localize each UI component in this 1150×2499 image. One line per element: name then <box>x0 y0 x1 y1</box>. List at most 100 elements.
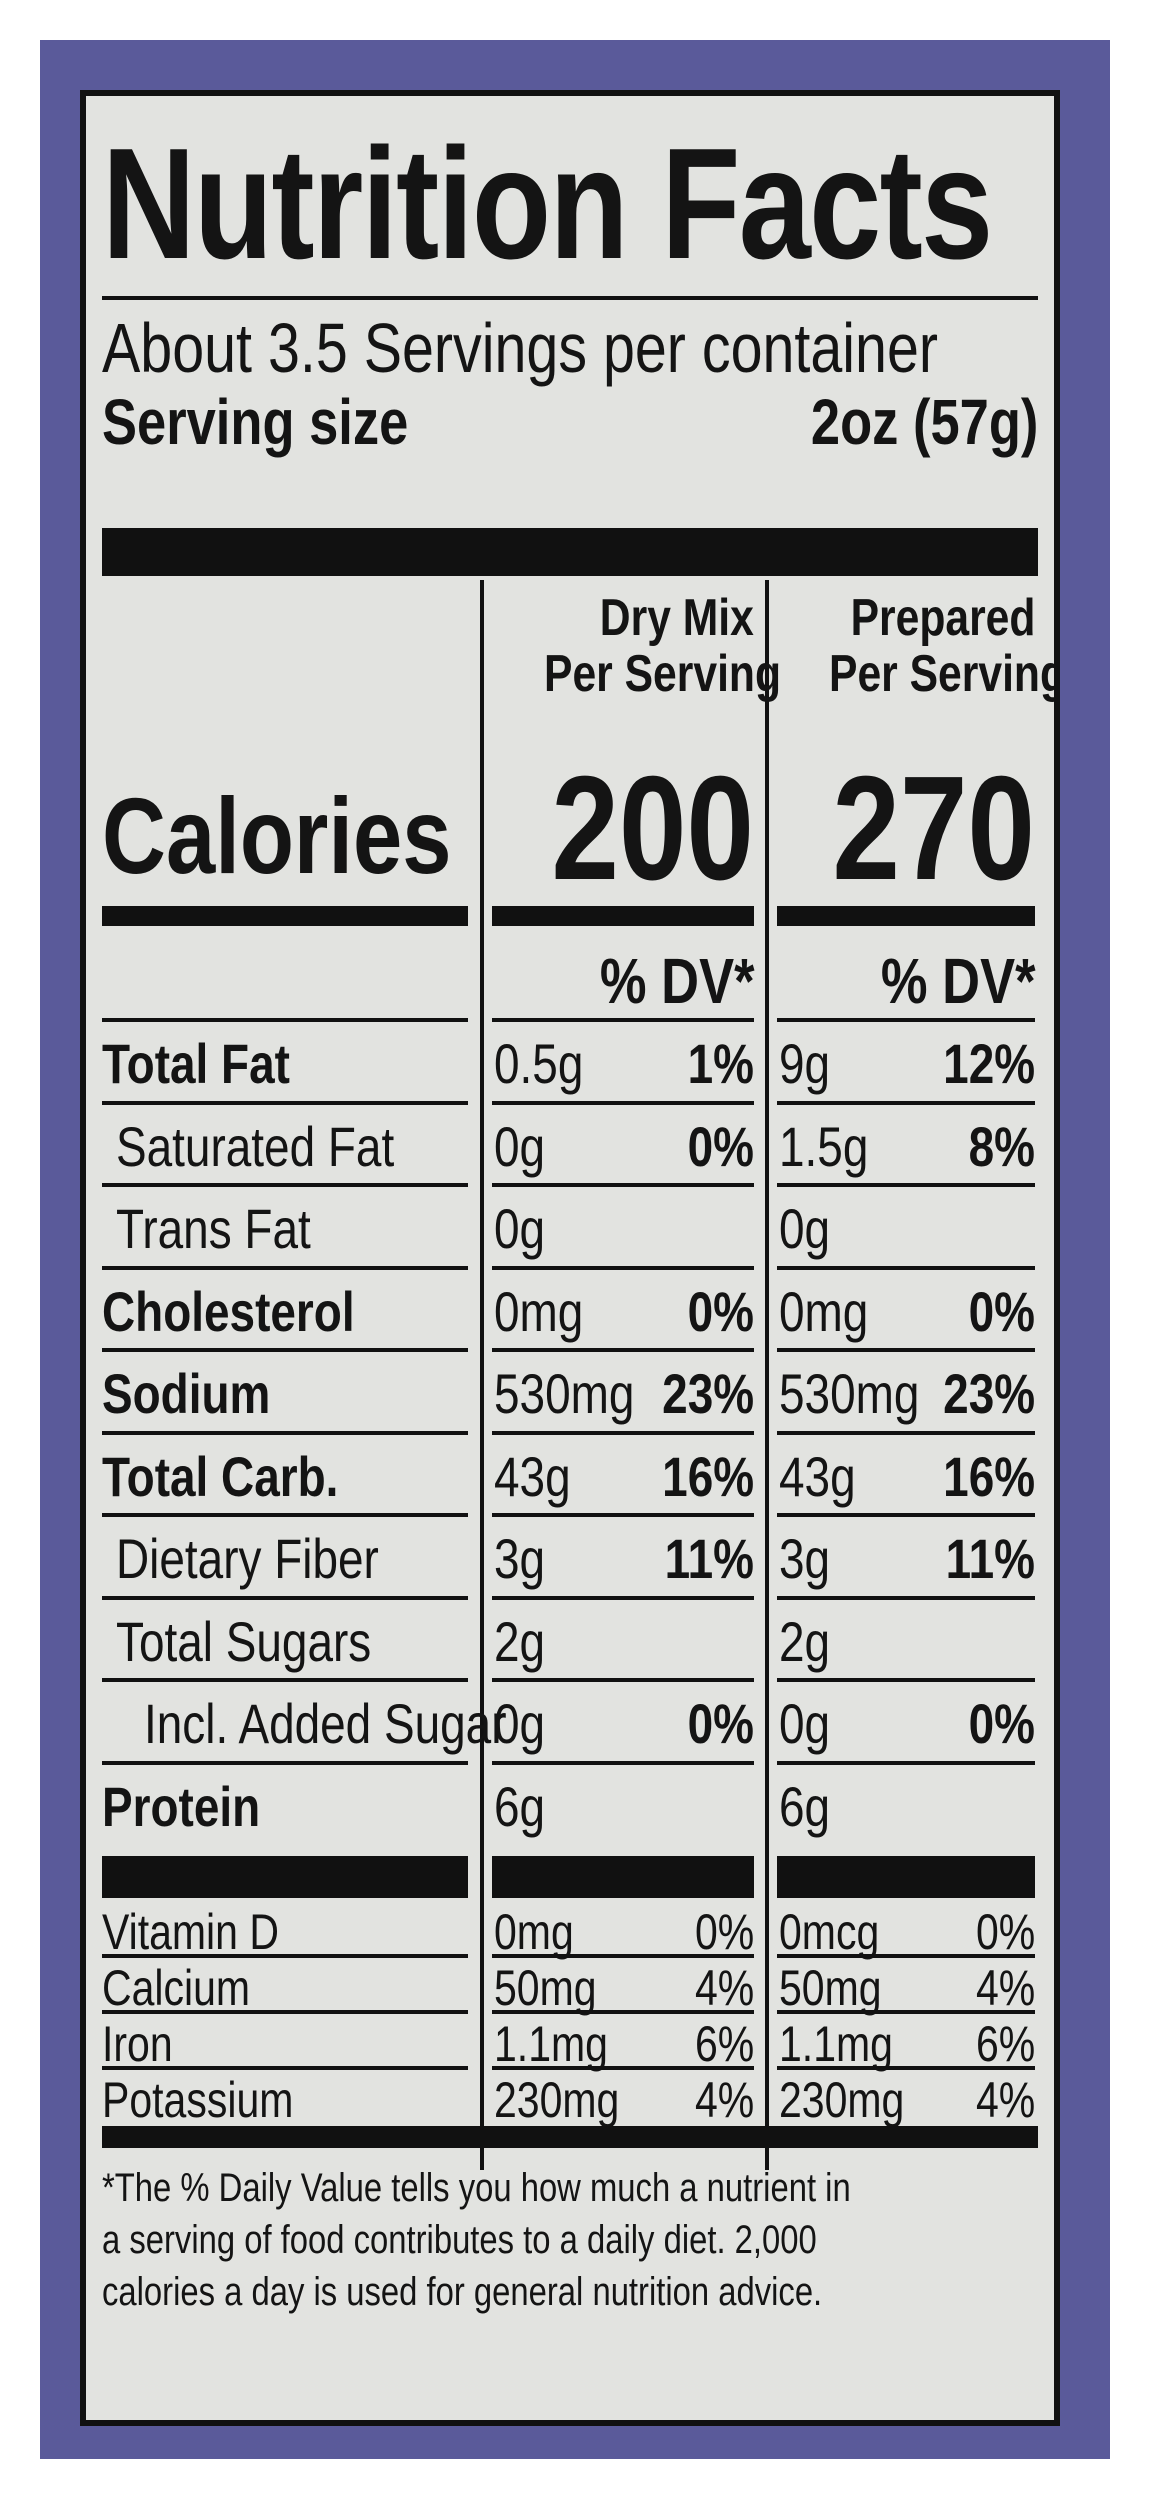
nutrient-name: Iron <box>102 2016 173 2072</box>
thick-divider <box>102 528 1038 576</box>
nutrient-row: Total Fat 0.5g 1% 9g 12% <box>102 1024 1038 1106</box>
nutrient-row: Potassium 230mg 4% 230mg 4% <box>102 2072 1038 2128</box>
nutrient-row: Total Sugars 2g 2g <box>102 1602 1038 1684</box>
row-rule <box>102 1348 468 1352</box>
calories-rule <box>102 906 468 926</box>
row-rule <box>492 1430 754 1435</box>
prepared-amount: 50mg <box>779 1960 882 2016</box>
dry-amount: 530mg <box>494 1362 635 1425</box>
dry-amount: 0g <box>494 1692 546 1755</box>
dry-amount: 50mg <box>494 1960 597 2016</box>
prepared-amount: 1.5g <box>779 1114 869 1178</box>
prepared-daily-value: 4% <box>975 2072 1035 2128</box>
row-rule <box>777 1265 1035 1270</box>
prepared-daily-value <box>862 1602 1035 1682</box>
nutrient-name: Total Carb. <box>102 1444 339 1508</box>
prepared-daily-value <box>862 1189 1035 1269</box>
row-rule <box>492 1760 754 1765</box>
column-divider <box>480 580 484 2170</box>
column-divider <box>765 580 769 2170</box>
row-rule <box>102 2010 468 2014</box>
nutrient-name: Protein <box>102 1774 261 1838</box>
row-rule <box>102 1595 468 1600</box>
calories-dry-value: 200 <box>551 746 754 911</box>
prepared-daily-value: 8% <box>968 1114 1035 1178</box>
row-rule <box>102 1265 468 1270</box>
prepared-amount: 0mcg <box>779 1904 880 1960</box>
row-rule <box>102 1430 468 1435</box>
nutrient-name: Dietary Fiber <box>116 1527 379 1590</box>
nutrient-name: Total Fat <box>102 1032 290 1095</box>
row-rule <box>492 2010 754 2014</box>
prepared-daily-value: 11% <box>945 1527 1035 1590</box>
nutrient-row: Sodium 530mg 23% 530mg 23% <box>102 1354 1038 1436</box>
dry-mix-header: Dry Mix Per Serving <box>544 589 782 703</box>
dry-amount: 43g <box>494 1444 571 1508</box>
dry-amount: 6g <box>494 1774 546 1838</box>
prepared-daily-value: 0% <box>975 1904 1035 1960</box>
dry-daily-value: 23% <box>662 1362 754 1425</box>
dry-amount: 0g <box>494 1114 546 1178</box>
row-rule <box>777 1183 1035 1187</box>
divider <box>102 296 1038 300</box>
prepared-header: Prepared Per Serving <box>829 589 1060 703</box>
prepared-daily-value <box>862 1767 1035 1847</box>
prepared-amount: 43g <box>779 1444 856 1508</box>
row-rule <box>492 1100 754 1105</box>
calories-rule <box>492 906 754 926</box>
row-rule <box>777 1018 1035 1022</box>
dry-daily-value: 0% <box>687 1279 754 1343</box>
nutrient-row: Total Carb. 43g 16% 43g 16% <box>102 1437 1038 1519</box>
prepared-amount: 530mg <box>779 1362 920 1425</box>
nutrient-name: Calcium <box>102 1960 251 2016</box>
prepared-daily-value: 4% <box>975 1960 1035 2016</box>
footnote: *The % Daily Value tells you how much a … <box>102 2166 851 2314</box>
serving-size-label: Serving size <box>102 386 409 458</box>
dry-daily-value <box>572 1189 754 1269</box>
row-rule <box>777 1100 1035 1105</box>
nutrition-facts-label: Nutrition Facts About 3.5 Servings per c… <box>80 90 1060 2426</box>
prepared-amount: 1.1mg <box>779 2016 893 2072</box>
prepared-daily-value: 16% <box>943 1444 1035 1508</box>
dry-amount: 230mg <box>494 2072 620 2128</box>
footnote-divider <box>102 2126 1038 2148</box>
dry-amount: 2g <box>494 1609 546 1673</box>
row-rule <box>777 1348 1035 1352</box>
row-rule <box>102 1513 468 1517</box>
nutrient-row: Iron 1.1mg 6% 1.1mg 6% <box>102 2016 1038 2072</box>
row-rule <box>492 1265 754 1270</box>
row-rule <box>492 1348 754 1352</box>
row-rule <box>777 1954 1035 1958</box>
row-rule <box>102 1018 468 1022</box>
nutrient-name: Cholesterol <box>102 1279 355 1343</box>
dry-daily-value: 0% <box>694 1904 754 1960</box>
prepared-amount: 6g <box>779 1774 831 1838</box>
dry-daily-value <box>572 1767 754 1847</box>
row-rule <box>102 1183 468 1187</box>
row-rule <box>777 1430 1035 1435</box>
nutrient-row: Dietary Fiber 3g 11% 3g 11% <box>102 1519 1038 1601</box>
row-rule <box>102 1954 468 1958</box>
calories-prepared-value: 270 <box>832 746 1035 911</box>
dry-amount: 0.5g <box>494 1032 584 1095</box>
dry-daily-value <box>572 1602 754 1682</box>
prepared-daily-value: 0% <box>968 1692 1035 1755</box>
row-rule <box>492 1018 754 1022</box>
prepared-daily-value: 6% <box>975 2016 1035 2072</box>
prepared-amount: 0mg <box>779 1279 869 1343</box>
vitamin-bar <box>102 1856 468 1898</box>
nutrient-row: Protein 6g 6g <box>102 1767 1038 1849</box>
prepared-amount: 3g <box>779 1527 831 1590</box>
nutrient-name: Total Sugars <box>116 1609 372 1673</box>
prepared-amount: 2g <box>779 1609 831 1673</box>
prepared-amount: 0g <box>779 1692 831 1755</box>
label-title: Nutrition Facts <box>102 116 993 292</box>
row-rule <box>492 1954 754 1958</box>
row-rule <box>492 1183 754 1187</box>
row-rule <box>777 1760 1035 1765</box>
servings-per-container: About 3.5 Servings per container <box>102 309 939 387</box>
row-rule <box>777 2010 1035 2014</box>
vitamin-bar <box>777 1856 1035 1898</box>
row-rule <box>102 1100 468 1105</box>
row-rule <box>777 2066 1035 2070</box>
